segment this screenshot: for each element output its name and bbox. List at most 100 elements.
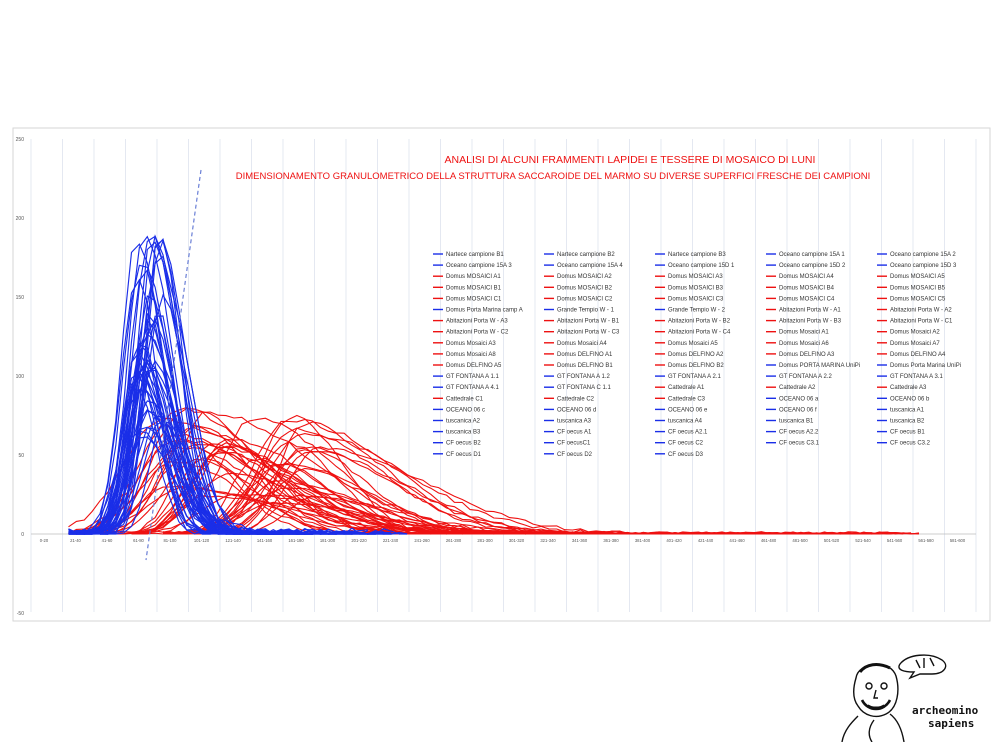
series-line-93 [68,342,258,535]
legend-item: OCEANO 06 d [544,407,596,413]
legend-item: Abitazioni Porta W - C2 [433,330,509,336]
legend-label: Abitazioni Porta W - A1 [779,308,841,314]
legend-label: CF oecus C3.2 [890,441,931,447]
legend-label: Cattedrale A2 [779,385,816,391]
y-tick-label: 50 [18,453,24,459]
legend-label: Abitazioni Porta W - C4 [668,330,731,336]
legend-item: Abitazioni Porta W - B3 [766,319,842,325]
legend-label: Domus MOSAICI B5 [890,285,946,291]
y-tick-label: 250 [16,137,25,143]
legend-label: Cattedrale C2 [557,396,595,402]
legend-item: CF oecus D3 [655,452,704,458]
legend-item: Domus MOSAICI B5 [877,285,946,291]
legend-item: Nartece campione B2 [544,252,615,258]
legend-label: Oceano campione 15D 1 [668,263,735,269]
y-tick-label: 150 [16,295,25,301]
x-tick-label: 261-280 [446,538,462,543]
legend-item: Domus DELFINO B2 [655,363,724,369]
legend-item: Abitazioni Porta W - A1 [766,308,841,314]
legend-label: CF oecus D1 [446,452,482,458]
legend-label: Oceano campione 15D 2 [779,263,846,269]
legend-item: tuscanica B2 [877,419,925,425]
legend-label: OCEANO 06 a [779,396,819,402]
legend-item: Oceano campione 15A 1 [766,252,845,258]
chart-subtitle: DIMENSIONAMENTO GRANULOMETRICO DELLA STR… [236,171,870,182]
legend-label: tuscanica B2 [890,419,925,425]
legend-label: Abitazioni Porta W - A3 [446,319,508,325]
legend-item: Abitazioni Porta W - B1 [544,319,620,325]
legend-item: CF oecus D1 [433,452,482,458]
legend-item: Domus MOSAICI C3 [655,296,724,302]
legend-item: tuscanica A3 [544,419,592,425]
legend-item: Abitazioni Porta W - C4 [655,330,731,336]
legend-label: Oceano campione 15A 1 [779,252,845,258]
legend-label: Abitazioni Porta W - C2 [446,330,509,336]
legend-item: Cattedrale A2 [766,385,816,391]
x-tick-label: 121-140 [225,538,241,543]
legend-label: Cattedrale C1 [446,396,484,402]
legend-label: Domus MOSAICI A5 [890,274,945,280]
legend-item: Domus Porta Marina camp A [433,308,523,314]
legend-item: Oceano campione 15D 3 [877,263,957,269]
legend-label: OCEANO 06 e [668,407,708,413]
legend-item: Grande Tempio W - 1 [544,308,615,314]
legend-item: Domus MOSAICI B3 [655,285,724,291]
legend-item: Domus MOSAICI B2 [544,285,613,291]
legend-label: tuscanica A3 [557,419,592,425]
legend-label: Abitazioni Porta W - A2 [890,308,952,314]
legend-label: Nartece campione B3 [668,252,726,258]
legend-label: OCEANO 06 d [557,407,596,413]
legend-item: tuscanica B1 [766,419,814,425]
legend-label: OCEANO 06 b [890,396,930,402]
legend-item: Oceano campione 15A 2 [877,252,956,258]
x-tick-label: 501-520 [824,538,840,543]
legend-item: OCEANO 06 a [766,396,819,402]
legend-label: Domus Mosaici A5 [668,341,718,347]
legend-label: CF oecus A2.2 [779,430,819,436]
legend-label: Abitazioni Porta W - C1 [890,319,953,325]
legend-item: CF oecus B1 [877,430,925,436]
legend-label: tuscanica A4 [668,419,703,425]
legend-item: Oceano campione 15A 3 [433,263,512,269]
legend-item: CF oecus B2 [433,441,481,447]
legend-label: Cattedrale A1 [668,385,705,391]
x-tick-label: 161-180 [288,538,304,543]
blue-series-curves [68,234,408,535]
x-tick-label: 441-460 [729,538,745,543]
logo-text-line2: sapiens [928,717,974,730]
legend-item: CF oecusC1 [544,441,591,447]
legend-item: Domus Mosaici A8 [433,352,496,358]
legend-item: Domus Porta Marina UniPi [877,363,961,369]
x-tick-label: 541-560 [887,538,903,543]
legend-label: Cattedrale C3 [668,396,706,402]
x-tick-label: 361-380 [603,538,619,543]
x-tick-label: 221-240 [383,538,399,543]
legend-item: Domus MOSAICI B4 [766,285,835,291]
legend-label: CF oecus B2 [446,441,481,447]
legend-label: tuscanica B1 [779,419,814,425]
x-tick-label: 141-160 [257,538,273,543]
legend-label: Domus MOSAICI C2 [557,296,613,302]
legend-item: CF oecus C2 [655,441,704,447]
legend-label: OCEANO 06 c [446,407,485,413]
legend-label: Domus MOSAICI C5 [890,296,946,302]
legend-item: CF oecus D2 [544,452,593,458]
legend-label: GT FONTANA A 2.2 [779,374,832,380]
legend-item: Domus Mosaici A1 [766,330,829,336]
legend-label: Oceano campione 15D 3 [890,263,957,269]
legend-item: Grande Tempio W - 2 [655,308,726,314]
legend-item: CF oecus A1 [544,430,592,436]
legend-item: Abitazioni Porta W - C1 [877,319,953,325]
legend-label: Domus Porta Marina camp A [446,308,523,314]
legend-label: Domus Mosaici A4 [557,341,607,347]
legend-label: Abitazioni Porta W - B3 [779,319,842,325]
legend-label: tuscanica A2 [446,419,481,425]
logo-text-line1: archeomino [912,704,979,717]
legend-item: Domus MOSAICI A1 [433,274,501,280]
legend-item: GT FONTANA A 3.1 [877,374,943,380]
legend-item: Domus MOSAICI C4 [766,296,835,302]
legend-item: Domus DELFINO A5 [433,363,502,369]
legend-label: Grande Tempio W - 1 [557,308,615,314]
y-tick-label: 100 [16,374,25,380]
